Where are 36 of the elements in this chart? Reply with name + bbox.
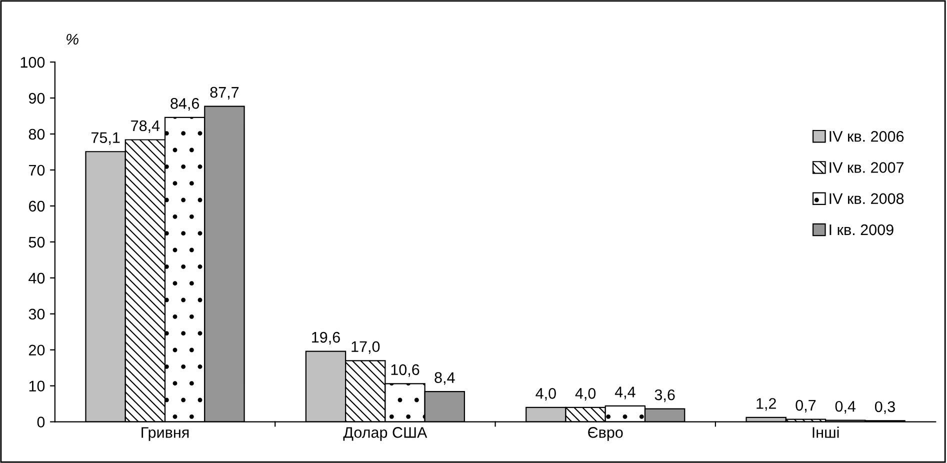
y-tick-label: 80 <box>28 128 45 140</box>
data-label: 0,7 <box>796 400 816 413</box>
data-label: 4,0 <box>536 388 556 401</box>
data-label: 1,2 <box>756 398 776 411</box>
y-tick-label: 0 <box>37 416 45 428</box>
data-label: 0,3 <box>874 401 895 414</box>
y-tick-label: 30 <box>28 308 45 320</box>
y-tick-label: 70 <box>28 164 45 176</box>
x-tick-label: Долар США <box>343 427 428 441</box>
x-tick-label: Інші <box>812 426 839 438</box>
x-tick-label: Гривня <box>142 427 189 441</box>
y-axis-title: % <box>66 34 78 45</box>
data-label: 3,6 <box>654 389 675 402</box>
legend-label: I кв. 2009 <box>830 224 894 236</box>
legend-label: IV кв. 2006 <box>830 130 904 142</box>
data-label: 8,4 <box>434 372 455 385</box>
data-label: 87,7 <box>210 86 239 100</box>
data-label: 10,6 <box>391 364 420 377</box>
y-tick-label: 40 <box>28 272 45 284</box>
data-label: 0,4 <box>835 400 856 414</box>
y-tick-label: 20 <box>28 344 45 356</box>
data-label: 75,1 <box>91 132 120 145</box>
data-label: 4,0 <box>575 388 596 401</box>
data-label: 4,4 <box>614 386 636 400</box>
y-tick-label: 60 <box>28 200 45 212</box>
y-tick-label: 90 <box>28 92 45 104</box>
data-label: 19,6 <box>312 332 340 345</box>
data-label: 84,6 <box>170 98 200 111</box>
legend-label: IV кв. 2008 <box>830 193 904 204</box>
y-tick-label: 10 <box>29 380 45 392</box>
y-tick-label: 50 <box>28 236 45 248</box>
data-label: 17,0 <box>352 341 380 354</box>
legend-label: IV кв. 2007 <box>830 162 904 173</box>
data-label: 78,4 <box>131 120 160 133</box>
x-tick-label: Євро <box>588 427 623 441</box>
y-tick-label: 100 <box>20 56 45 68</box>
